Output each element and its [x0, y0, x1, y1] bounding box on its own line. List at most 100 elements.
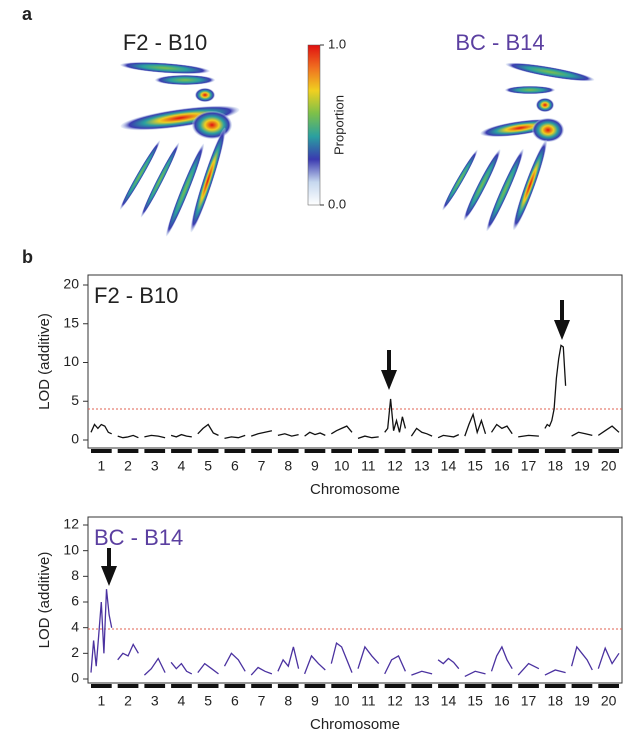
lod-trace [357, 645, 380, 669]
chromosome-bar [277, 684, 299, 688]
chromosome-bar [544, 449, 566, 453]
chromosome-bar [224, 684, 246, 688]
lod-trace [410, 427, 433, 437]
x-tick-label: 11 [361, 693, 376, 709]
chromosome-bar [358, 449, 379, 453]
x-tick-label: 17 [521, 693, 537, 709]
chromosome-bar [411, 684, 433, 688]
x-axis-label: Chromosome [310, 481, 400, 498]
lod-trace [544, 669, 566, 676]
lod-trace [144, 434, 166, 439]
chromosome-bar [224, 449, 246, 453]
x-tick-label: 12 [387, 693, 403, 709]
chromosome-bar [598, 449, 619, 453]
chromosome-bar [491, 449, 513, 453]
lod-trace [90, 423, 112, 435]
y-tick-label: 0 [71, 670, 79, 686]
x-tick-label: 20 [601, 693, 617, 709]
lod-trace [464, 412, 487, 437]
colorbar-tick-label: 1.0 [328, 36, 346, 51]
y-tick-label: 5 [71, 392, 79, 408]
x-axis-label: Chromosome [310, 716, 400, 733]
chromosome-bar [144, 684, 166, 688]
x-tick-label: 19 [574, 458, 590, 474]
lod-trace [90, 589, 113, 673]
x-tick-label: 15 [467, 693, 483, 709]
x-tick-label: 19 [574, 693, 590, 709]
chromosome-bar [251, 684, 272, 688]
plot-frame [87, 516, 623, 684]
lod-trace [197, 662, 219, 675]
x-tick-label: 4 [178, 693, 186, 709]
lod-trace [117, 642, 139, 661]
x-tick-label: 8 [284, 693, 292, 709]
x-tick-label: 13 [414, 458, 430, 474]
lod-trace [517, 662, 540, 676]
plot-frame [87, 274, 623, 449]
lod-trace [384, 654, 406, 675]
x-tick-label: 16 [494, 693, 510, 709]
lod-trace [330, 425, 353, 435]
chromosome-bar [384, 684, 406, 688]
x-tick-label: 13 [414, 693, 430, 709]
chromosome-bar [518, 449, 539, 453]
chromosome-bar [491, 684, 513, 688]
lod-trace [571, 431, 593, 437]
lod-trace [357, 435, 379, 440]
arrow [101, 548, 117, 586]
panel-label: a [22, 4, 33, 24]
chromosome-bar [384, 449, 406, 453]
arrow [554, 300, 570, 340]
x-tick-label: 1 [97, 458, 105, 474]
heatmap-title: F2 - B10 [123, 30, 207, 55]
chromosome-bar [197, 449, 219, 453]
lod-trace [143, 657, 166, 676]
lod-trace [170, 661, 193, 675]
chromosome-bar [331, 684, 352, 688]
heatmap-left [119, 62, 240, 237]
chromosome-bar [438, 684, 459, 688]
y-tick-label: 10 [63, 353, 79, 369]
lod-trace [464, 670, 486, 677]
plot-title: BC - B14 [94, 525, 183, 550]
y-tick-label: 6 [71, 593, 79, 609]
chromosome-bar [91, 684, 112, 688]
chromosome-bar [171, 449, 192, 453]
lod-trace [411, 670, 433, 676]
x-tick-label: 16 [494, 458, 510, 474]
lod-trace [303, 654, 326, 675]
lod-trace [277, 433, 299, 437]
chromosome-bar [464, 684, 486, 688]
lod-trace [544, 344, 567, 429]
heatmap-title: BC - B14 [455, 30, 544, 55]
colorbar [307, 44, 321, 206]
x-tick-label: 6 [231, 693, 239, 709]
x-tick-label: 7 [258, 458, 266, 474]
lod-trace [518, 434, 539, 438]
panel-label: b [22, 247, 33, 267]
y-tick-label: 8 [71, 567, 79, 583]
x-tick-label: 1 [97, 693, 105, 709]
x-tick-label: 3 [151, 458, 159, 474]
chromosome-bar [571, 449, 593, 453]
x-tick-label: 14 [441, 458, 457, 474]
lod-trace [384, 398, 407, 433]
x-tick-label: 9 [311, 458, 319, 474]
x-tick-label: 20 [601, 458, 617, 474]
x-tick-label: 11 [361, 458, 376, 474]
y-axis-label: LOD (additive) [36, 313, 53, 410]
lod-trace [570, 645, 593, 671]
plot-title: F2 - B10 [94, 283, 178, 308]
y-tick-label: 10 [63, 541, 79, 557]
colorbar-label: Proportion [331, 95, 346, 155]
lod-trace [117, 434, 139, 439]
x-tick-label: 18 [547, 458, 563, 474]
chromosome-bar [117, 684, 139, 688]
lod-trace [223, 652, 246, 672]
x-tick-label: 15 [467, 458, 483, 474]
chromosome-bar [331, 449, 352, 453]
lod-trace [490, 645, 513, 672]
chromosome-bar [571, 684, 593, 688]
